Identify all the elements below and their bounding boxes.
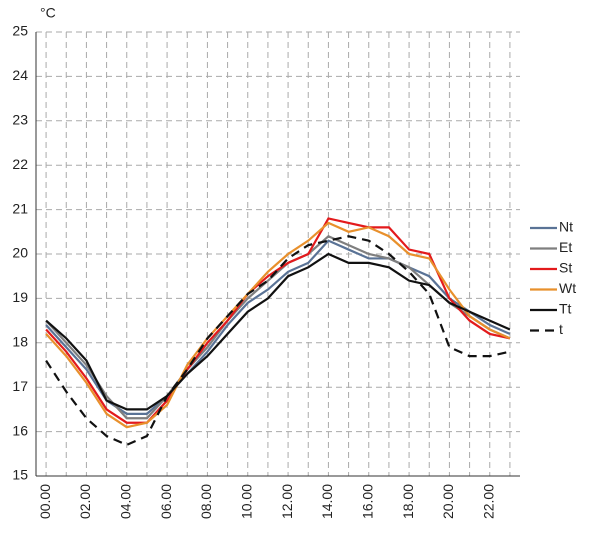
legend-label: Wt	[559, 280, 576, 296]
line-series	[45, 235, 511, 447]
line-series	[45, 252, 511, 411]
x-tick-label: 22.00	[480, 484, 496, 519]
legend-label: Nt	[559, 219, 573, 235]
x-tick-label: 04.00	[117, 484, 133, 519]
y-tick-label: 18	[12, 334, 28, 350]
x-tick-label: 14.00	[319, 484, 335, 519]
x-tick-label: 00.00	[37, 484, 53, 519]
y-axis-label: °C	[40, 5, 56, 21]
legend-label: t	[559, 321, 563, 337]
line-series	[45, 239, 511, 415]
line-series	[45, 217, 511, 424]
x-tick-label: 18.00	[400, 484, 416, 519]
y-tick-label: 20	[12, 245, 28, 261]
x-tick-label: 10.00	[238, 484, 254, 519]
y-tick-label: 21	[12, 200, 28, 216]
y-tick-label: 24	[12, 67, 28, 83]
y-tick-label: 19	[12, 289, 28, 305]
y-tick-label: 22	[12, 156, 28, 172]
x-tick-label: 12.00	[279, 484, 295, 519]
x-tick-label: 20.00	[440, 484, 456, 519]
legend-label: Tt	[559, 301, 572, 317]
legend-label: Et	[559, 239, 572, 255]
x-tick-label: 16.00	[359, 484, 375, 519]
line-series	[45, 221, 511, 429]
y-tick-label: 16	[12, 422, 28, 438]
x-tick-label: 02.00	[77, 484, 93, 519]
y-tick-label: 25	[12, 23, 28, 39]
x-tick-label: 06.00	[158, 484, 174, 519]
x-tick-label: 08.00	[198, 484, 214, 519]
y-tick-label: 23	[12, 112, 28, 128]
legend-label: St	[559, 260, 572, 276]
y-tick-label: 15	[12, 467, 28, 483]
y-tick-label: 17	[12, 378, 28, 394]
